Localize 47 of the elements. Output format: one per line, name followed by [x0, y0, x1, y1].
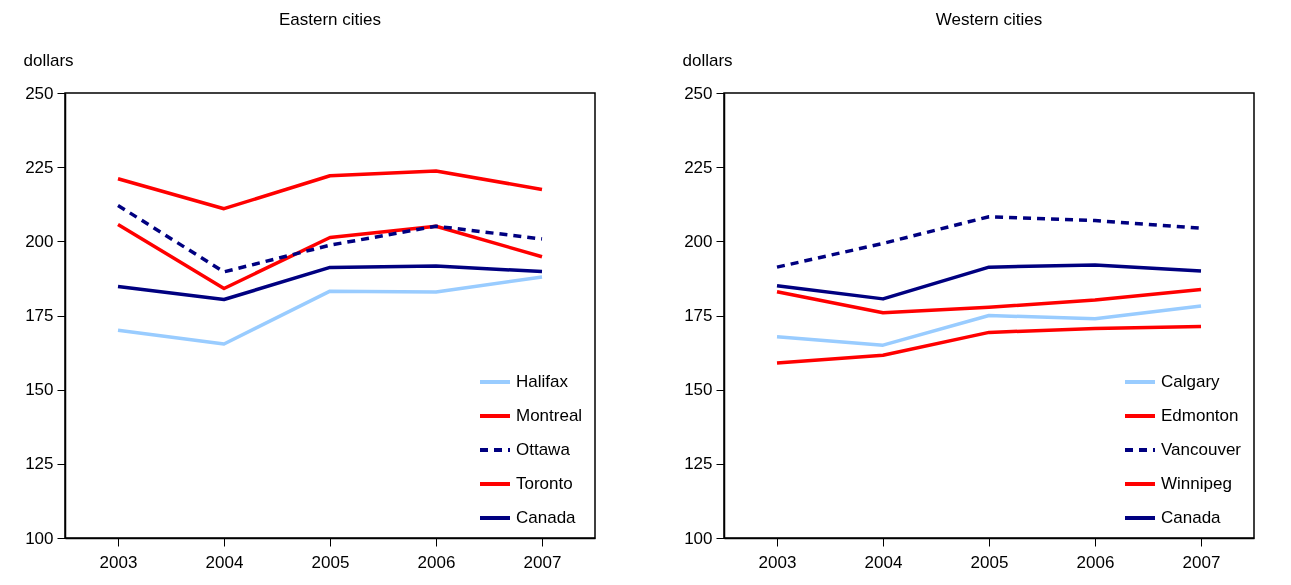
x-tick-label: 2007 [523, 552, 562, 572]
legend-label: Calgary [1161, 372, 1221, 391]
y-tick-label: 225 [684, 157, 713, 177]
line-series [775, 304, 1203, 347]
y-tick-label: 100 [684, 528, 713, 548]
y-tick-label: 175 [684, 306, 713, 325]
line-series [116, 169, 544, 211]
y-tick-label: 225 [25, 157, 54, 177]
y-tick-label: 250 [684, 83, 713, 103]
x-tick-label: 2004 [205, 552, 244, 572]
y-axis-title: dollars [23, 50, 74, 70]
x-tick-label: 2006 [417, 552, 456, 572]
x-tick-label: 2003 [99, 552, 138, 572]
chart-title: Eastern cities [278, 10, 382, 29]
legend-label: Canada [516, 508, 577, 527]
line-series [775, 324, 1203, 365]
x-tick-label: 2005 [311, 552, 350, 572]
y-tick-label: 150 [25, 380, 54, 400]
line-series [775, 263, 1203, 301]
line-series [116, 264, 544, 302]
x-tick-label: 2003 [758, 552, 797, 572]
line-series [116, 275, 544, 346]
legend-label: Vancouver [1161, 440, 1242, 459]
x-tick-label: 2007 [1182, 552, 1221, 572]
legend-label: Montreal [516, 406, 583, 425]
x-tick-label: 2005 [970, 552, 1009, 572]
y-axis-title: dollars [682, 50, 733, 70]
line-series [116, 203, 544, 274]
legend-label: Canada [1161, 508, 1222, 527]
legend-label: Edmonton [1161, 406, 1239, 425]
y-tick-label: 175 [25, 306, 54, 325]
y-tick-label: 100 [25, 528, 54, 548]
y-tick-label: 200 [684, 231, 713, 251]
y-tick-label: 125 [684, 454, 713, 474]
line-series [775, 287, 1203, 315]
chart-title: Western cities [935, 10, 1043, 29]
x-tick-label: 2004 [864, 552, 903, 572]
y-tick-label: 200 [25, 231, 54, 251]
x-tick-label: 2006 [1076, 552, 1115, 572]
legend-label: Halifax [516, 372, 569, 391]
line-series [116, 222, 544, 291]
legend-label: Ottawa [516, 440, 571, 459]
y-tick-label: 250 [25, 83, 54, 103]
legend-label: Winnipeg [1161, 474, 1232, 493]
y-tick-label: 125 [25, 454, 54, 474]
y-tick-label: 150 [684, 380, 713, 400]
legend-label: Toronto [516, 474, 573, 493]
